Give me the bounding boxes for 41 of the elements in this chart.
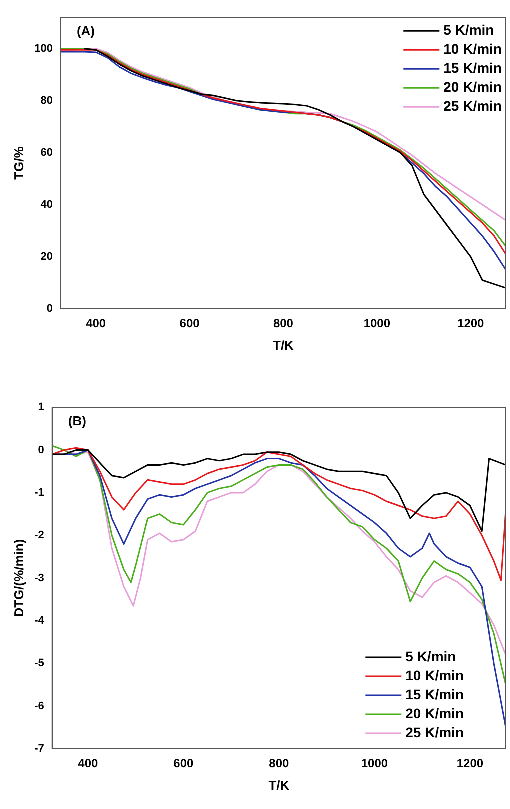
y-tick-label: -2 [34, 530, 44, 542]
y-tick-label: 40 [40, 198, 53, 211]
y-tick-label: -5 [34, 658, 44, 670]
legend-label: 15 K/min [406, 686, 464, 702]
x-tick-label: 400 [86, 316, 106, 331]
x-tick-label: 600 [174, 756, 194, 771]
y-axis-title: TG/% [11, 146, 26, 180]
legend-label: 10 K/min [406, 667, 464, 684]
legend-label: 15 K/min [444, 60, 502, 76]
legend-label: 25 K/min [406, 724, 464, 740]
y-tick-label: 20 [40, 250, 53, 263]
y-tick-label: 80 [40, 94, 53, 107]
y-tick-label: -3 [34, 572, 44, 584]
x-tick-label: 1000 [361, 756, 388, 771]
legend-label: 20 K/min [406, 705, 464, 722]
legend-label: 25 K/min [444, 98, 502, 114]
legend-label: 10 K/min [444, 40, 502, 57]
y-tick-label: -7 [34, 743, 44, 756]
legend-label: 5 K/min [406, 648, 456, 664]
x-tick-label: 800 [273, 316, 294, 331]
y-tick-label: 100 [34, 42, 53, 55]
x-tick-label: 600 [180, 316, 200, 331]
y-axis-title: DTG/(%/min) [11, 539, 26, 618]
x-tick-label: 1200 [456, 756, 484, 771]
y-tick-label: 1 [38, 402, 44, 414]
x-tick-label: 1200 [458, 316, 485, 331]
legend-label: 5 K/min [444, 22, 494, 38]
annotation: (A) [76, 24, 95, 39]
x-tick-label: 400 [78, 756, 99, 771]
legend-label: 20 K/min [444, 78, 502, 95]
x-tick-label: 1000 [364, 316, 391, 331]
x-axis-title: T/K [268, 778, 290, 793]
y-tick-label: 0 [38, 444, 44, 456]
y-tick-label: 0 [46, 303, 53, 316]
y-tick-label: -4 [34, 615, 46, 628]
annotation: (B) [68, 414, 86, 429]
y-tick-label: -1 [34, 486, 44, 499]
y-tick-label: -6 [34, 700, 44, 712]
y-tick-label: 60 [40, 146, 53, 159]
x-axis-title: T/K [273, 338, 295, 353]
x-tick-label: 800 [269, 756, 290, 771]
